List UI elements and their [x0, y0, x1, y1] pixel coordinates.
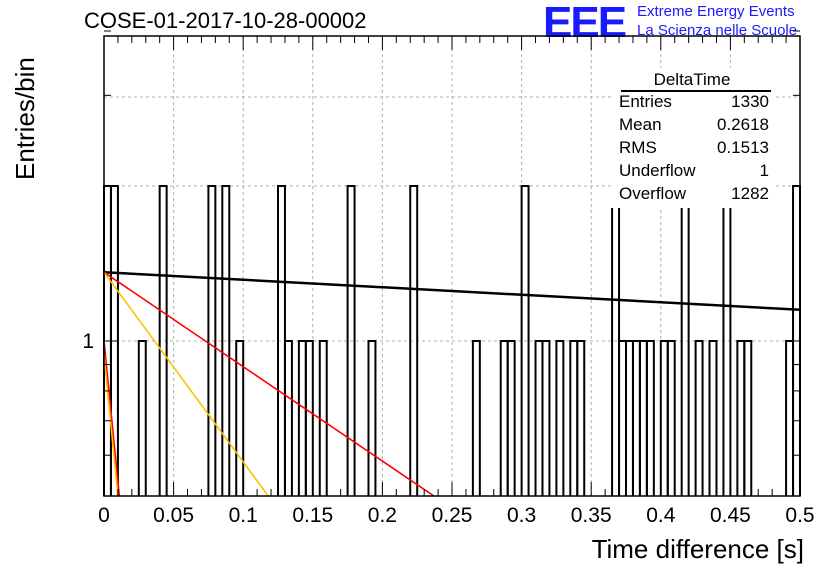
x-tick-label: 0.3: [507, 504, 536, 527]
stats-value: 1: [759, 161, 769, 180]
histogram-bin: [137, 340, 147, 496]
stats-row-overflow: Overflow 1282: [619, 184, 769, 206]
histogram-bin: [409, 185, 419, 496]
histogram-bin: [736, 340, 746, 496]
histogram-bin: [785, 340, 795, 496]
histogram-bin: [534, 340, 544, 496]
histogram-bin: [638, 340, 648, 496]
fit-line: [103, 270, 801, 311]
x-tick-label: 0.2: [368, 504, 397, 527]
stats-box: DeltaTime Entries 1330 Mean 0.2618 RMS 0…: [611, 68, 773, 208]
eee-logo: EEE: [543, 0, 627, 47]
stats-label: Mean: [619, 115, 662, 134]
fit-line: [103, 271, 435, 497]
stats-value: 1282: [731, 184, 769, 203]
stats-value: 0.1513: [717, 138, 769, 157]
histogram-bin: [235, 340, 245, 496]
y-tick-label: 1: [82, 330, 94, 353]
histogram-bin: [499, 340, 509, 496]
x-tick-label: 0.25: [432, 504, 473, 527]
stats-row-mean: Mean 0.2618: [619, 115, 769, 137]
eee-logo-line1: Extreme Energy Events: [637, 3, 795, 20]
stats-label: Underflow: [619, 161, 696, 180]
fit-line: [103, 354, 119, 497]
histogram-bin: [631, 340, 641, 496]
fit-line: [103, 340, 121, 497]
histogram-bin: [694, 340, 704, 496]
stats-title-underline: [621, 90, 771, 92]
y-axis-label: Entries/bin: [10, 57, 40, 180]
histogram-bin: [506, 340, 516, 496]
histogram-bin: [659, 340, 669, 496]
stats-value: 1330: [731, 92, 769, 111]
chart-title: COSE-01-2017-10-28-00002: [84, 8, 367, 33]
histogram-bin: [207, 185, 217, 496]
histogram-bin: [283, 340, 293, 496]
stats-label: Entries: [619, 92, 672, 111]
histogram-bin: [367, 340, 377, 496]
histogram-bin: [666, 340, 676, 496]
x-tick-label: 0.05: [153, 504, 194, 527]
x-tick-label: 0.45: [710, 504, 751, 527]
histogram-bin: [645, 340, 655, 496]
histogram-bin: [221, 185, 231, 496]
histogram-bin: [625, 340, 634, 496]
x-tick-label: 0.15: [292, 504, 333, 527]
x-tick-label: 0.5: [785, 504, 814, 527]
axes: 0 0.05 0.1 0.15 0.2 0.25 0.3 0.35 0.4 0.45 0.5 1: [82, 30, 815, 527]
histogram-bin: [569, 340, 579, 496]
stats-row-rms: RMS 0.1513: [619, 138, 769, 160]
stats-label: Overflow: [619, 184, 687, 203]
histogram-bin: [520, 185, 530, 496]
histogram-bin: [346, 185, 356, 496]
stats-value: 0.2618: [717, 115, 769, 134]
histogram-bin: [297, 340, 307, 496]
x-tick-label: 0: [98, 504, 110, 527]
x-tick-label: 0.1: [229, 504, 258, 527]
stats-row-entries: Entries 1330: [619, 92, 769, 114]
histogram-bin: [555, 340, 565, 496]
stats-row-underflow: Underflow 1: [619, 161, 769, 183]
histogram-bin: [743, 340, 753, 496]
histogram-bin: [158, 185, 168, 496]
x-tick-label: 0.35: [571, 504, 612, 527]
stats-label: RMS: [619, 138, 657, 157]
fit-lines: [103, 270, 801, 497]
histogram-bin: [708, 340, 718, 496]
stats-title: DeltaTime: [653, 70, 731, 89]
histogram-bin: [471, 340, 481, 496]
x-tick-label: 0.4: [646, 504, 676, 527]
fit-line: [103, 271, 269, 497]
histogram-bin: [576, 340, 586, 496]
histogram-bin: [618, 340, 627, 496]
histogram-bin: [541, 340, 551, 496]
x-axis-label: Time difference [s]: [591, 534, 804, 564]
histogram-bin: [304, 340, 314, 496]
eee-logo-line2: La Scienza nelle Scuole: [637, 22, 798, 39]
